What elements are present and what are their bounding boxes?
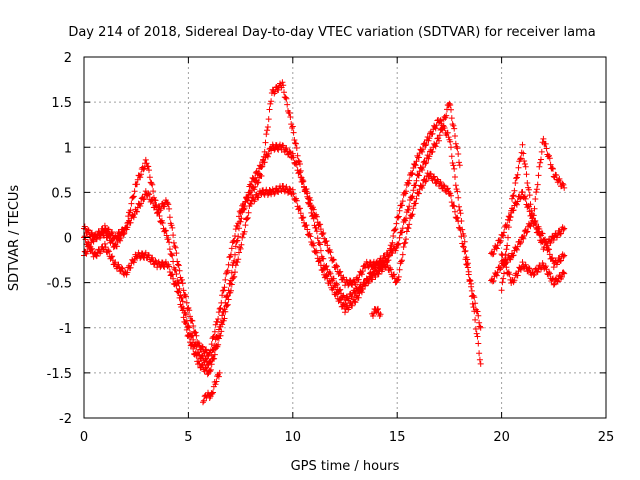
- y-tick-label: -1: [59, 322, 72, 337]
- axis-ticks: 0 5 10 15 20 25 -2 -1.5 -1 -0.5 0 0.5 1 1.5 2: [47, 51, 615, 445]
- y-tick-label: 1.5: [51, 96, 72, 111]
- x-tick-label: 0: [80, 430, 88, 445]
- point-markers: [498, 251, 568, 288]
- y-axis-label: SDTVAR / TECUs: [7, 185, 22, 292]
- y-tick-label: -2: [59, 412, 72, 427]
- grid-lines: [84, 57, 606, 418]
- point-markers: [200, 369, 223, 406]
- series-track-a: [81, 117, 484, 369]
- point-markers: [81, 79, 463, 360]
- y-tick-label: 0.5: [51, 186, 72, 201]
- point-markers: [498, 135, 568, 294]
- series-track-f: [498, 135, 568, 294]
- x-axis-label: GPS time / hours: [291, 459, 400, 474]
- y-tick-label: -0.5: [47, 277, 72, 292]
- y-tick-label: 0: [64, 232, 72, 247]
- point-markers: [369, 305, 384, 319]
- series-track-b: [81, 79, 463, 360]
- data-points: [81, 79, 568, 406]
- point-markers: [81, 117, 484, 369]
- x-tick-label: 20: [493, 430, 510, 445]
- x-tick-label: 25: [598, 430, 615, 445]
- series-track-i: [369, 305, 384, 319]
- chart-title: Day 214 of 2018, Sidereal Day-to-day VTE…: [68, 25, 595, 40]
- y-tick-label: -1.5: [47, 367, 72, 382]
- x-tick-label: 15: [389, 430, 406, 445]
- x-tick-label: 5: [184, 430, 192, 445]
- y-tick-label: 1: [64, 141, 72, 156]
- y-tick-label: 2: [64, 51, 72, 66]
- series-track-h: [200, 369, 223, 406]
- series-track-g: [498, 251, 568, 288]
- x-tick-label: 10: [285, 430, 302, 445]
